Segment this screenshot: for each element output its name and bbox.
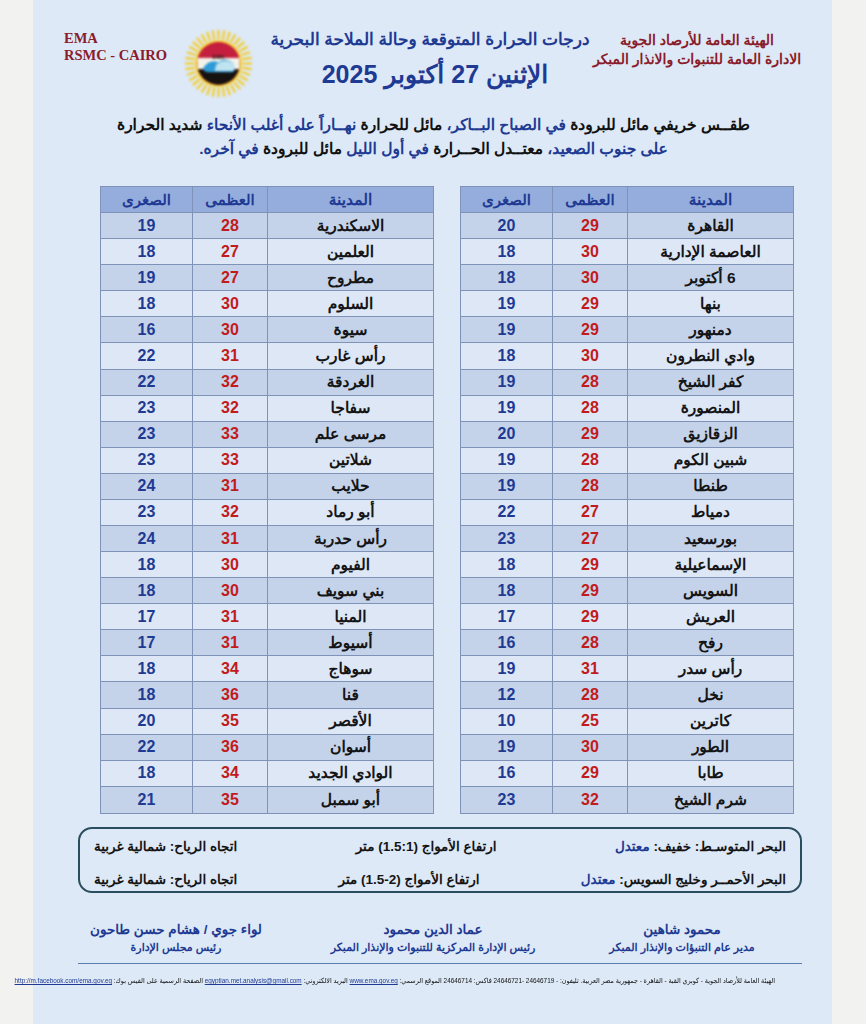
svg-text:EMA: EMA [213,54,225,60]
